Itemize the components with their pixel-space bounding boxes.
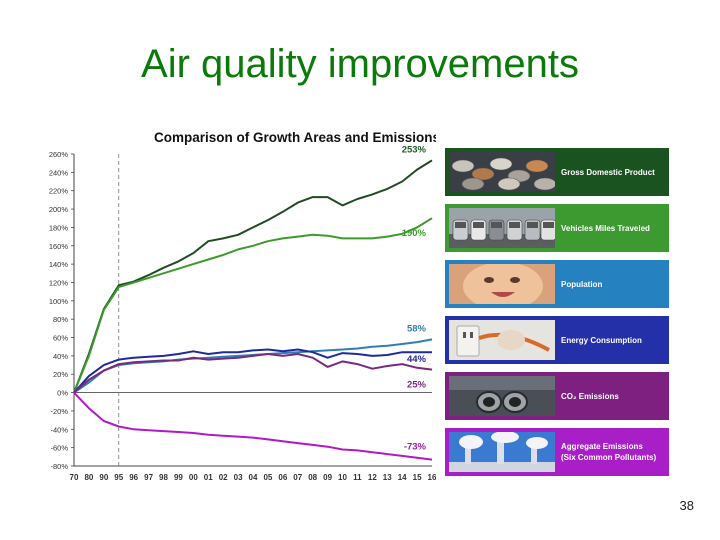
legend-item: Energy Consumption — [444, 315, 670, 365]
y-tick-label: 260% — [49, 150, 69, 159]
legend-label-text: CO₂ Emissions — [561, 391, 619, 402]
x-tick-label: 03 — [234, 473, 243, 482]
legend-label: Vehicles Miles Traveled — [561, 204, 667, 252]
coins-photo — [449, 152, 557, 192]
traffic-photo-image — [449, 208, 557, 248]
legend-label-text: Population — [561, 279, 602, 290]
x-tick-label: 06 — [278, 473, 287, 482]
legend-label-text: Vehicles Miles Traveled — [561, 223, 650, 234]
series-end-label-5: -73% — [404, 442, 427, 453]
x-tick-label: 96 — [129, 473, 138, 482]
coins-photo-image — [449, 152, 557, 192]
series-line-1 — [73, 217, 433, 393]
x-tick-label: 07 — [293, 473, 302, 482]
exhaust-photo — [449, 376, 555, 416]
x-tick-label: 09 — [323, 473, 332, 482]
x-tick-label: 10 — [338, 473, 347, 482]
legend-item: Aggregate Emissions (Six Common Pollutant… — [444, 427, 670, 477]
legend-label-line-1: Population — [561, 279, 603, 289]
y-tick-label: 120% — [49, 278, 69, 287]
x-tick-label: 12 — [368, 473, 377, 482]
legend-label: Population — [561, 260, 667, 308]
legend-label-line-1: Vehicles Miles Traveled — [561, 223, 650, 233]
legend-label: CO₂ Emissions — [561, 372, 667, 420]
y-tick-label: 60% — [53, 334, 68, 343]
y-tick-label: -40% — [50, 425, 68, 434]
legend-label-line-2: (Six Common Pollutants) — [561, 453, 657, 462]
series-end-label-1: 190% — [402, 228, 427, 239]
legend-item: CO₂ Emissions — [444, 371, 670, 421]
y-tick-label: -80% — [50, 462, 68, 471]
x-tick-label: 80 — [84, 473, 93, 482]
y-tick-label: 140% — [49, 260, 69, 269]
y-tick-label: 80% — [53, 315, 68, 324]
x-tick-label: 98 — [159, 473, 168, 482]
traffic-photo — [449, 208, 557, 248]
legend-label-line-1: CO₂ Emissions — [561, 391, 619, 401]
smokestacks-photo-image — [449, 431, 555, 472]
legend-item: Vehicles Miles Traveled — [444, 203, 670, 253]
x-tick-label: 95 — [114, 473, 123, 482]
x-tick-label: 08 — [308, 473, 317, 482]
slide-title: Air quality improvements — [141, 42, 579, 86]
legend-label-line-1: Energy Consumption — [561, 335, 642, 345]
baby-photo-image — [449, 262, 555, 310]
series-line-5 — [73, 391, 433, 461]
page-number: 38 — [679, 498, 694, 513]
legend-label-line-1: Aggregate Emissions — [561, 442, 643, 451]
x-tick-label: 00 — [189, 473, 198, 482]
legend-item: Population — [444, 259, 670, 310]
chart-title: Comparison of Growth Areas and Emissions… — [154, 130, 436, 145]
y-tick-label: -20% — [50, 407, 68, 416]
baby-photo — [449, 262, 555, 310]
y-tick-label: 0% — [57, 389, 68, 398]
x-tick-label: 05 — [263, 473, 272, 482]
plug-photo — [449, 320, 555, 360]
chart: Comparison of Growth Areas and Emissions… — [49, 130, 436, 482]
x-tick-label: 15 — [413, 473, 422, 482]
series-line-4 — [73, 353, 433, 394]
y-tick-label: 220% — [49, 187, 69, 196]
legend-label-text: Aggregate Emissions (Six Common Pollutant… — [561, 441, 656, 463]
smokestacks-photo — [449, 431, 555, 472]
legend-item: Gross Domestic Product — [444, 147, 670, 197]
series-end-label-3: 44% — [407, 354, 427, 365]
legend-label-text: Gross Domestic Product — [561, 167, 655, 178]
series-end-label-0: 253% — [402, 144, 427, 155]
y-tick-label: 240% — [49, 168, 69, 177]
x-tick-label: 90 — [99, 473, 108, 482]
x-tick-label: 02 — [219, 473, 228, 482]
legend-label: Aggregate Emissions (Six Common Pollutant… — [561, 428, 667, 476]
series-end-label-2: 58% — [407, 323, 427, 334]
x-tick-label: 16 — [428, 473, 436, 482]
x-tick-label: 14 — [398, 473, 407, 482]
y-tick-label: 100% — [49, 297, 69, 306]
y-tick-label: 20% — [53, 370, 68, 379]
x-tick-label: 04 — [249, 473, 258, 482]
y-tick-label: 40% — [53, 352, 68, 361]
exhaust-photo-image — [449, 376, 555, 416]
series-end-label-4: 25% — [407, 380, 427, 391]
x-tick-label: 97 — [144, 473, 153, 482]
y-tick-label: 180% — [49, 223, 69, 232]
y-tick-label: -60% — [50, 444, 68, 453]
x-tick-label: 70 — [70, 473, 79, 482]
y-tick-label: 200% — [49, 205, 69, 214]
legend-label-line-1: Gross Domestic Product — [561, 167, 655, 177]
series-line-2 — [73, 338, 433, 394]
x-tick-label: 99 — [174, 473, 183, 482]
series-line-3 — [73, 348, 432, 394]
x-tick-label: 13 — [383, 473, 392, 482]
legend-label: Gross Domestic Product — [561, 148, 667, 196]
x-tick-label: 11 — [353, 473, 362, 482]
legend-label-text: Energy Consumption — [561, 335, 642, 346]
x-tick-label: 01 — [204, 473, 213, 482]
y-tick-label: 160% — [49, 242, 69, 251]
plug-photo-image — [449, 320, 555, 360]
legend-label: Energy Consumption — [561, 316, 667, 364]
